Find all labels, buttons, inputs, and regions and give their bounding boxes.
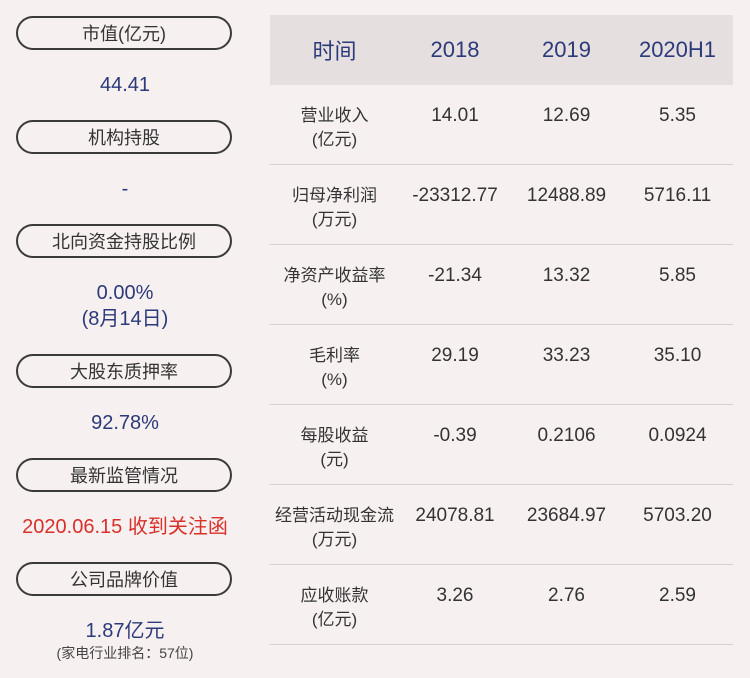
cell-2020h1: 5716.11 [643, 185, 712, 206]
market-cap-value: 44.41 [99, 74, 151, 96]
row-label-unit: (亿元) [311, 130, 358, 149]
table-row: 归母净利润 (万元) -23312.77 12488.89 5716.11 [270, 165, 733, 245]
brand-rank: (家电行业排名：57位) [56, 645, 194, 661]
northbound-date: (8月14日) [81, 308, 169, 330]
cell-2019: 13.32 [542, 265, 591, 286]
table-row: 营业收入 (亿元) 14.01 12.69 5.35 [270, 85, 733, 165]
row-label-main: 每股收益 [300, 426, 369, 445]
cell-2019: 12488.89 [526, 185, 607, 206]
header-2019: 2019 [542, 37, 591, 62]
table-row: 应收账款 (亿元) 3.26 2.76 2.59 [270, 565, 733, 645]
cell-2020h1: 5.35 [659, 105, 696, 126]
table-header: 时间 2018 2019 2020H1 [270, 15, 733, 85]
institutional-label: 机构持股 [16, 120, 232, 154]
row-label-main: 毛利率 [309, 346, 360, 365]
row-label-unit: (万元) [311, 210, 358, 229]
brand-value: 1.87亿元 [85, 620, 165, 642]
brand-label: 公司品牌价值 [16, 562, 232, 596]
cell-2019: 33.23 [542, 345, 591, 366]
row-label: 经营活动现金流 (万元) [270, 504, 399, 552]
cell-2019: 23684.97 [526, 505, 607, 526]
row-label: 每股收益 (元) [270, 424, 399, 472]
row-label: 归母净利润 (万元) [270, 184, 399, 232]
row-label: 营业收入 (亿元) [270, 104, 399, 152]
row-label: 净资产收益率 (%) [270, 264, 399, 312]
row-label-unit: (元) [320, 450, 349, 469]
left-panel: 市值(亿元) 44.41 机构持股 - 北向资金持股比例 0.00% (8月14… [0, 0, 250, 678]
institutional-value: - [121, 178, 129, 200]
table-row: 每股收益 (元) -0.39 0.2106 0.0924 [270, 405, 733, 485]
header-time: 时间 [312, 39, 357, 64]
header-2018: 2018 [430, 37, 480, 62]
regulatory-value: 2020.06.15 收到关注函 [22, 516, 228, 538]
cell-2018: -0.39 [433, 425, 477, 446]
regulatory-label: 最新监管情况 [16, 458, 232, 492]
row-label-unit: (%) [321, 370, 348, 389]
cell-2018: 3.26 [436, 585, 474, 606]
pledge-label: 大股东质押率 [16, 354, 232, 388]
cell-2018: -21.34 [428, 265, 482, 286]
northbound-label: 北向资金持股比例 [16, 224, 232, 258]
financial-table: 时间 2018 2019 2020H1 营业收入 (亿元) 14.01 12.6… [270, 15, 733, 645]
row-label-main: 营业收入 [300, 106, 369, 125]
table-row: 净资产收益率 (%) -21.34 13.32 5.85 [270, 245, 733, 325]
row-label-unit: (万元) [311, 530, 358, 549]
cell-2018: 24078.81 [415, 505, 495, 526]
row-label-main: 经营活动现金流 [275, 506, 394, 525]
table-row: 毛利率 (%) 29.19 33.23 35.10 [270, 325, 733, 405]
cell-2019: 2.76 [548, 585, 585, 606]
cell-2020h1: 2.59 [659, 585, 696, 606]
cell-2019: 0.2106 [537, 425, 596, 446]
table-row: 经营活动现金流 (万元) 24078.81 23684.97 5703.20 [270, 485, 733, 565]
northbound-value: 0.00% [96, 282, 154, 304]
cell-2018: -23312.77 [412, 185, 498, 206]
cell-2020h1: 5.85 [659, 265, 696, 286]
pledge-value: 92.78% [91, 412, 159, 434]
row-label: 应收账款 (亿元) [270, 584, 399, 632]
cell-2018: 29.19 [431, 345, 479, 366]
cell-2020h1: 0.0924 [648, 425, 707, 446]
header-2020h1: 2020H1 [638, 37, 717, 62]
cell-2018: 14.01 [431, 105, 479, 126]
cell-2020h1: 5703.20 [643, 505, 712, 526]
row-label-unit: (%) [321, 290, 348, 309]
cell-2020h1: 35.10 [653, 345, 702, 366]
row-label: 毛利率 (%) [270, 344, 399, 392]
row-label-main: 净资产收益率 [283, 266, 386, 285]
market-cap-label: 市值(亿元) [16, 16, 232, 50]
cell-2019: 12.69 [542, 105, 591, 126]
row-label-main: 归母净利润 [292, 186, 377, 205]
row-label-main: 应收账款 [300, 586, 369, 605]
row-label-unit: (亿元) [311, 610, 358, 629]
